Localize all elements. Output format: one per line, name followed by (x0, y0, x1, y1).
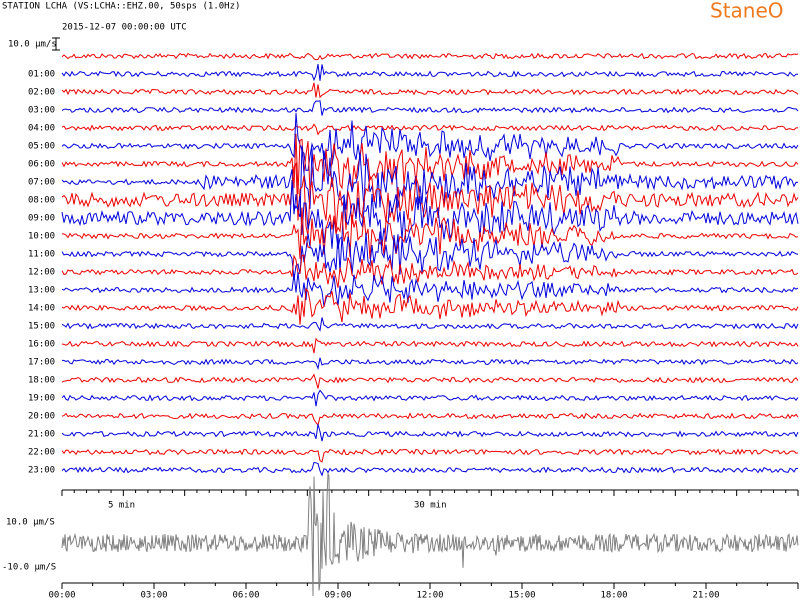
hour-label: 14:00 (28, 304, 55, 314)
date: 2015-12-07 00:00:00 UTC (62, 23, 187, 33)
minute-label: 30 min (414, 501, 447, 511)
trace (62, 289, 798, 325)
hour-label: 07:00 (28, 178, 55, 188)
trace (62, 232, 798, 280)
minute-label: 5 min (108, 501, 135, 511)
time-label: 03:00 (140, 591, 167, 600)
trace (62, 450, 798, 462)
trace (62, 424, 798, 441)
scale-label: 10.0 µm/s (8, 40, 57, 50)
trace (62, 358, 798, 369)
hour-label: 04:00 (28, 124, 55, 134)
hour-label: 20:00 (28, 412, 55, 422)
hour-label: 11:00 (28, 250, 55, 260)
hour-label: 02:00 (28, 88, 55, 98)
trace (62, 390, 798, 406)
time-label: 15:00 (508, 591, 535, 600)
trace (62, 318, 798, 331)
time-label: 18:00 (600, 591, 627, 600)
hour-label: 22:00 (28, 448, 55, 458)
hour-label: 13:00 (28, 286, 55, 296)
hour-label: 23:00 (28, 466, 55, 476)
trace (62, 463, 798, 476)
hour-label: 16:00 (28, 340, 55, 350)
hour-label: 01:00 (28, 70, 55, 80)
trace (62, 164, 798, 236)
trace (62, 83, 798, 98)
hour-label: 09:00 (28, 214, 55, 224)
station-title: STATION LCHA (VS:LCHA::EHZ.00, 50sps (1.… (2, 2, 240, 12)
page: STATION LCHA (VS:LCHA::EHZ.00, 50sps (1.… (0, 0, 800, 600)
trace (62, 54, 798, 60)
traces (62, 54, 798, 476)
time-label: 06:00 (232, 591, 259, 600)
hour-label: 12:00 (28, 268, 55, 278)
hour-label: 08:00 (28, 196, 55, 206)
trace (62, 101, 798, 116)
time-label: 09:00 (324, 591, 351, 600)
hour-label: 03:00 (28, 106, 55, 116)
logo: StaneO (710, 0, 784, 23)
trace (62, 375, 798, 389)
hour-label: 21:00 (28, 430, 55, 440)
trace (62, 414, 798, 426)
time-label: 12:00 (416, 591, 443, 600)
overview-lower-label: -10.0 µm/S (2, 563, 56, 573)
trace (62, 124, 798, 134)
trace (62, 255, 798, 288)
trace (62, 272, 798, 307)
hour-label: 19:00 (28, 394, 55, 404)
time-label: 21:00 (692, 591, 719, 600)
trace (62, 339, 798, 353)
seismogram: STATION LCHA (VS:LCHA::EHZ.00, 50sps (1.… (0, 0, 800, 600)
hour-label: 05:00 (28, 142, 55, 152)
hour-label: 18:00 (28, 376, 55, 386)
trace (62, 64, 798, 81)
hour-label: 15:00 (28, 322, 55, 332)
hour-label: 06:00 (28, 160, 55, 170)
overview-upper-label: 10.0 µm/S (6, 518, 55, 528)
hour-label: 10:00 (28, 232, 55, 242)
time-label: 00:00 (48, 591, 75, 600)
hour-label: 17:00 (28, 358, 55, 368)
